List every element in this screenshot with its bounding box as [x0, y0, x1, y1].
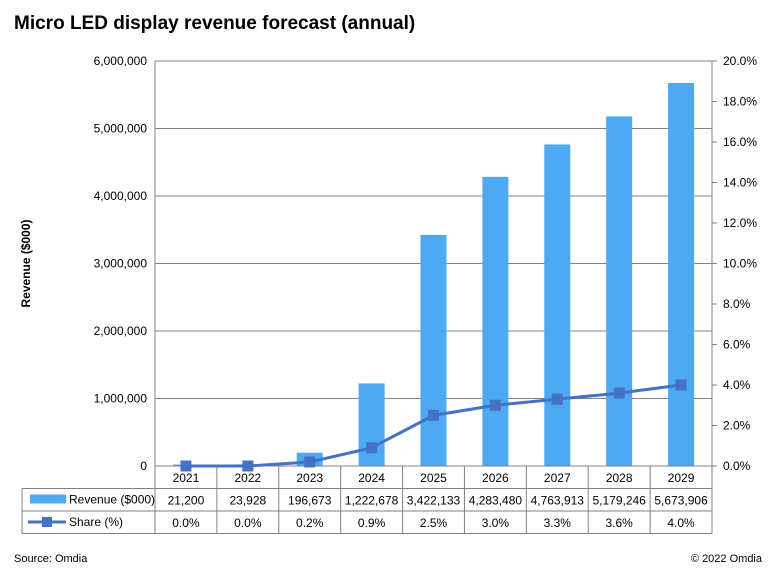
y2-tick-label: 18.0%: [723, 95, 757, 109]
table-cell-revenue: 196,673: [288, 494, 332, 508]
legend-label-share: Share (%): [69, 515, 123, 529]
table-cell-revenue: 5,673,906: [654, 494, 708, 508]
y2-tick-label: 0.0%: [723, 459, 751, 473]
y-tick-label: 2,000,000: [94, 324, 148, 338]
table-cell-revenue: 4,763,913: [531, 494, 585, 508]
y-axis-title: Revenue ($000): [19, 219, 33, 307]
share-marker[interactable]: [304, 456, 316, 468]
legend-label-revenue: Revenue ($000): [69, 493, 155, 507]
table-cell-revenue: 23,928: [229, 494, 266, 508]
revenue-bar[interactable]: [358, 383, 385, 466]
share-marker[interactable]: [180, 460, 192, 472]
legend-swatch-share-marker: [42, 517, 52, 527]
share-marker[interactable]: [242, 460, 254, 472]
y2-tick-label: 4.0%: [723, 378, 751, 392]
y-tick-label: 3,000,000: [94, 257, 148, 271]
share-marker[interactable]: [366, 442, 378, 454]
legend-swatch-revenue: [30, 494, 66, 504]
table-cell-share: 3.6%: [605, 516, 633, 530]
table-cell-share: 0.9%: [358, 516, 386, 530]
table-cell-revenue: 1,222,678: [345, 494, 399, 508]
x-tick-label: 2027: [544, 471, 571, 485]
y-tick-label: 6,000,000: [94, 54, 148, 68]
source-note: Source: Omdia: [14, 553, 88, 565]
y2-tick-label: 10.0%: [723, 257, 757, 271]
table-cell-revenue: 21,200: [168, 494, 205, 508]
revenue-bar[interactable]: [668, 83, 695, 466]
y2-tick-label: 12.0%: [723, 216, 757, 230]
chart-title: Micro LED display revenue forecast (annu…: [14, 13, 416, 34]
y2-tick-label: 8.0%: [723, 297, 751, 311]
y-tick-label: 4,000,000: [94, 189, 148, 203]
x-tick-label: 2022: [234, 471, 261, 485]
y2-tick-label: 14.0%: [723, 176, 757, 190]
table-cell-share: 2.5%: [420, 516, 448, 530]
share-marker[interactable]: [675, 379, 687, 391]
y-tick-label: 5,000,000: [94, 122, 148, 136]
y-tick-label: 0: [140, 459, 147, 473]
y2-tick-label: 16.0%: [723, 135, 757, 149]
x-tick-label: 2023: [296, 471, 323, 485]
table-cell-revenue: 3,422,133: [407, 494, 461, 508]
y2-tick-label: 6.0%: [723, 338, 751, 352]
x-tick-label: 2028: [606, 471, 633, 485]
x-tick-label: 2029: [668, 471, 695, 485]
table-cell-revenue: 5,179,246: [592, 494, 646, 508]
table-cell-share: 3.3%: [544, 516, 572, 530]
y-tick-label: 1,000,000: [94, 392, 148, 406]
revenue-bar[interactable]: [606, 116, 633, 467]
y2-tick-label: 20.0%: [723, 54, 757, 68]
share-marker[interactable]: [551, 393, 563, 405]
revenue-bar[interactable]: [482, 176, 509, 466]
y2-tick-label: 2.0%: [723, 419, 751, 433]
table-cell-share: 0.0%: [172, 516, 200, 530]
table-cell-share: 4.0%: [667, 516, 695, 530]
share-marker[interactable]: [613, 387, 625, 399]
table-cell-revenue: 4,283,480: [469, 494, 523, 508]
x-tick-label: 2021: [173, 471, 200, 485]
table-cell-share: 3.0%: [482, 516, 510, 530]
table-cell-share: 0.2%: [296, 516, 324, 530]
share-marker[interactable]: [428, 409, 439, 421]
share-marker[interactable]: [489, 399, 501, 411]
copyright-note: © 2022 Omdia: [690, 553, 762, 565]
revenue-bar[interactable]: [544, 144, 571, 467]
x-tick-label: 2026: [482, 471, 509, 485]
x-tick-label: 2024: [358, 471, 385, 485]
table-cell-share: 0.0%: [234, 516, 262, 530]
x-tick-label: 2025: [420, 471, 447, 485]
revenue-bar[interactable]: [420, 235, 447, 466]
